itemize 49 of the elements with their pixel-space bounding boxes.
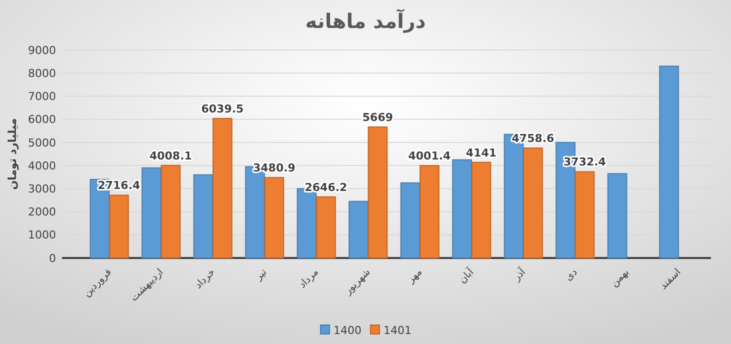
legend-label: 1401 bbox=[384, 324, 412, 337]
y-tick-label: 8000 bbox=[28, 66, 56, 80]
legend-label: 1400 bbox=[334, 324, 362, 337]
bar bbox=[193, 174, 214, 258]
bar bbox=[574, 171, 595, 258]
bar bbox=[607, 173, 628, 258]
bar bbox=[471, 162, 492, 258]
bar bbox=[368, 126, 388, 258]
x-tick-label: آذر bbox=[510, 264, 529, 284]
bar bbox=[659, 66, 679, 258]
bar bbox=[142, 167, 162, 258]
bar bbox=[420, 165, 440, 258]
data-label: 4001.4 bbox=[408, 150, 452, 163]
chart-title: درآمد ماهانه bbox=[305, 8, 426, 33]
data-label: 5669 bbox=[362, 110, 394, 124]
y-axis-title: میلیارد تومان bbox=[6, 118, 19, 190]
x-tick-label: خرداد bbox=[193, 266, 218, 292]
x-tick-label: اردیبهشت bbox=[128, 266, 166, 304]
y-tick-label: 5000 bbox=[28, 136, 56, 150]
data-label: 6039.5 bbox=[201, 102, 244, 116]
bar bbox=[400, 182, 420, 258]
y-tick-label: 1000 bbox=[28, 228, 56, 242]
bar bbox=[212, 118, 232, 258]
x-tick-label: مهر bbox=[405, 266, 424, 286]
x-tick-label: شهریور bbox=[342, 266, 373, 298]
data-label: 4141 bbox=[466, 146, 497, 160]
y-tick-label: 9000 bbox=[28, 44, 56, 57]
x-tick-label: دی bbox=[563, 266, 580, 284]
bar bbox=[264, 177, 284, 258]
y-tick-label: 0 bbox=[49, 252, 56, 265]
x-tick-label: بهمن bbox=[609, 266, 632, 290]
y-tick-label: 4000 bbox=[28, 159, 56, 172]
y-tick-label: 2000 bbox=[28, 206, 56, 219]
bar bbox=[316, 196, 336, 258]
bar bbox=[348, 200, 368, 258]
y-tick-label: 7000 bbox=[28, 90, 56, 104]
bar bbox=[452, 159, 472, 258]
y-tick-label: 6000 bbox=[28, 113, 56, 126]
y-tick-label: 3000 bbox=[28, 182, 56, 196]
x-tick-label: آبان bbox=[456, 264, 478, 286]
x-tick-label: فروردین bbox=[82, 266, 114, 300]
x-tick-label: اسفند bbox=[658, 266, 684, 292]
bar bbox=[160, 164, 181, 258]
bar bbox=[523, 148, 543, 258]
data-label: 2646.2 bbox=[304, 180, 348, 194]
data-label: 4008.1 bbox=[149, 149, 192, 162]
x-tick-label: تیر bbox=[252, 266, 270, 284]
bar bbox=[109, 194, 129, 258]
x-tick-label: مرداد bbox=[297, 266, 321, 291]
